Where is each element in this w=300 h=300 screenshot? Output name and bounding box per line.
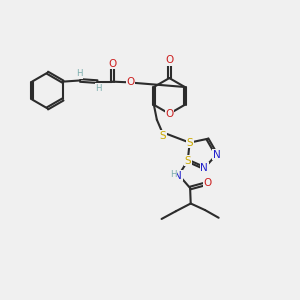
- Text: S: S: [186, 138, 193, 148]
- Text: O: O: [108, 59, 116, 69]
- Text: O: O: [165, 109, 173, 119]
- Text: S: S: [160, 131, 166, 141]
- Text: H: H: [76, 69, 82, 78]
- Text: H: H: [95, 84, 102, 93]
- Text: N: N: [213, 150, 220, 160]
- Text: N: N: [200, 163, 208, 173]
- Text: S: S: [184, 156, 191, 166]
- Text: H: H: [169, 170, 176, 179]
- Text: O: O: [204, 178, 212, 188]
- Text: N: N: [174, 171, 182, 181]
- Text: O: O: [165, 55, 173, 65]
- Text: O: O: [126, 76, 134, 87]
